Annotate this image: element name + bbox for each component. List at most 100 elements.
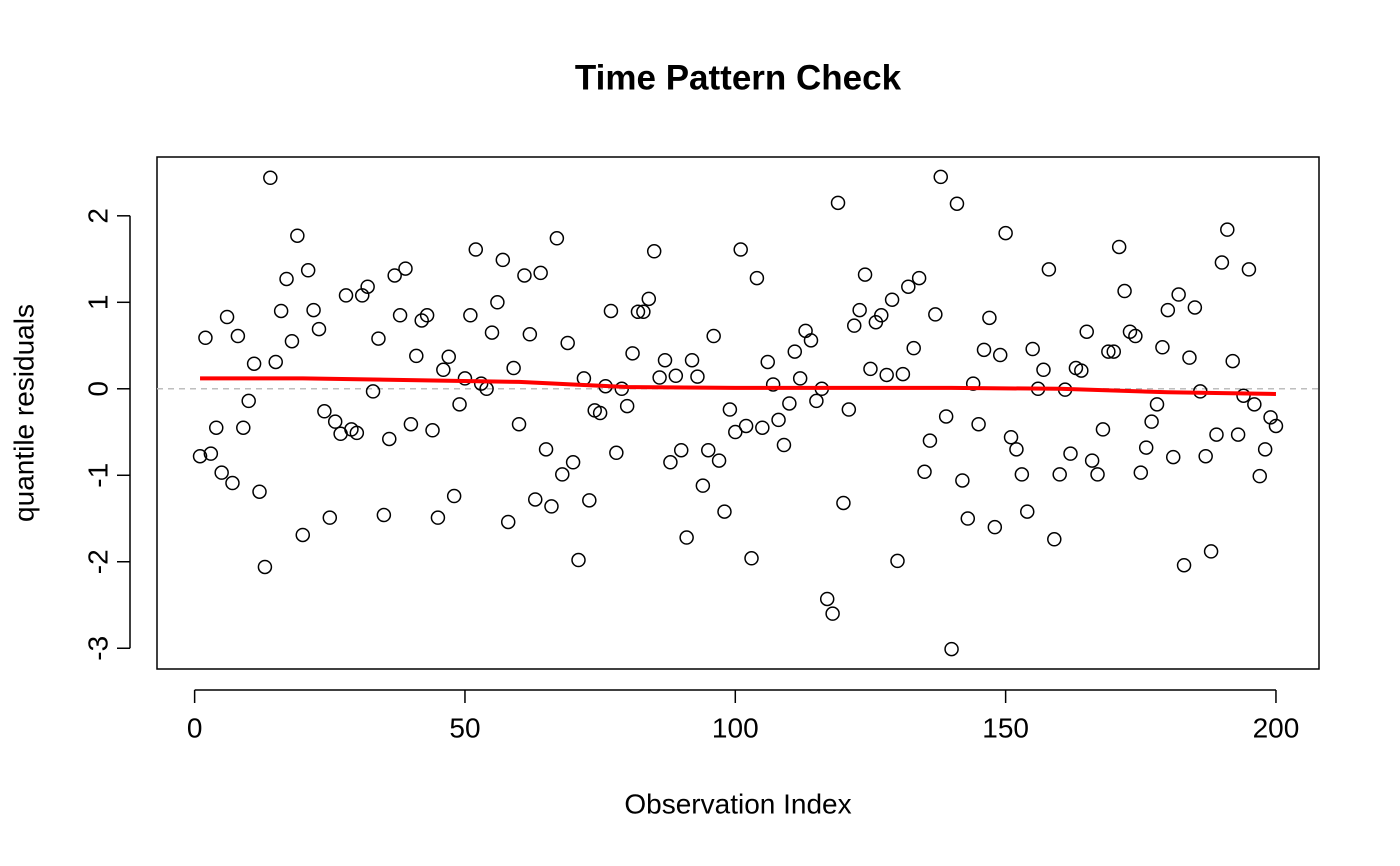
point: [1074, 363, 1089, 378]
point: [657, 352, 673, 368]
point: [782, 396, 797, 411]
point: [311, 321, 327, 337]
point: [884, 292, 900, 307]
point: [1101, 344, 1116, 359]
point: [863, 361, 878, 377]
point: [695, 478, 711, 493]
point: [803, 333, 819, 348]
point: [300, 263, 316, 278]
point: [1095, 422, 1111, 437]
point: [652, 370, 667, 385]
point: [944, 641, 959, 657]
point: [511, 416, 527, 432]
point: [776, 437, 792, 453]
point: [852, 302, 867, 318]
point: [874, 308, 889, 323]
point: [295, 527, 311, 543]
point: [733, 242, 748, 257]
point: [219, 309, 235, 325]
x-tick-label: 150: [982, 712, 1029, 743]
point: [419, 308, 435, 323]
point: [403, 416, 419, 432]
point: [257, 559, 273, 575]
point: [755, 420, 770, 435]
point: [284, 333, 300, 349]
point: [522, 327, 538, 342]
point: [798, 323, 813, 339]
point: [1247, 397, 1262, 412]
point: [1252, 468, 1267, 484]
point: [928, 307, 943, 322]
point: [636, 304, 651, 320]
point: [517, 268, 532, 283]
point: [365, 384, 381, 399]
point: [441, 349, 456, 365]
point: [392, 308, 408, 323]
point: [668, 368, 684, 384]
y-axis-label: quantile residuals: [8, 304, 39, 522]
point: [711, 453, 727, 468]
point: [706, 328, 721, 344]
point: [1220, 222, 1235, 237]
point: [1079, 324, 1094, 339]
point: [1165, 449, 1181, 465]
point: [987, 519, 1003, 535]
point: [1176, 557, 1192, 573]
point: [1106, 344, 1122, 359]
point: [938, 409, 954, 424]
point: [976, 342, 992, 358]
point: [738, 418, 754, 434]
point: [841, 402, 857, 417]
point: [663, 455, 678, 470]
point: [592, 405, 608, 421]
point: [1214, 255, 1230, 270]
point: [673, 442, 689, 458]
point: [749, 270, 765, 286]
point: [306, 302, 321, 318]
point: [484, 325, 500, 340]
x-tick-label: 50: [449, 712, 480, 743]
point: [965, 376, 981, 391]
point: [787, 344, 803, 359]
point: [538, 442, 554, 457]
point: [446, 488, 462, 504]
point: [1084, 453, 1100, 468]
point: [473, 376, 489, 391]
point: [192, 448, 208, 464]
point: [1203, 544, 1219, 559]
point: [646, 244, 662, 259]
point: [387, 268, 402, 283]
point: [960, 511, 976, 526]
point: [836, 495, 851, 511]
point: [1047, 532, 1062, 547]
point: [203, 446, 219, 461]
point: [1138, 440, 1154, 455]
point: [528, 492, 543, 507]
plot-frame: [156, 156, 1320, 670]
point: [279, 271, 294, 287]
point: [809, 393, 824, 409]
point: [555, 467, 570, 482]
point: [917, 464, 932, 480]
point: [857, 267, 873, 282]
y-tick-label: -2: [82, 549, 113, 574]
point: [1063, 446, 1078, 461]
point: [744, 551, 759, 566]
point: [490, 295, 505, 310]
point: [436, 362, 451, 378]
x-axis-label: Observation Index: [624, 788, 851, 819]
point: [376, 507, 392, 523]
point: [1225, 353, 1240, 369]
point: [722, 402, 738, 417]
point: [430, 510, 446, 525]
x-tick-label: 200: [1253, 712, 1300, 743]
point: [717, 504, 732, 519]
point: [1241, 262, 1257, 277]
point: [268, 354, 283, 370]
point: [1117, 283, 1132, 299]
point: [879, 367, 894, 383]
point: [625, 346, 640, 361]
point: [992, 347, 1008, 363]
